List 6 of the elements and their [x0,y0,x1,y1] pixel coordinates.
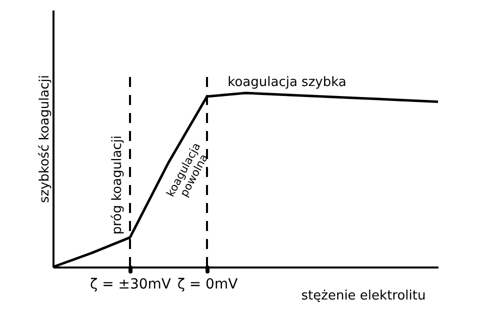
annotation: próg koagulacji [110,135,125,235]
y-axis-title: szybkość koagulacji [38,74,52,204]
x-axis-title: stężenie elektrolitu [301,288,426,304]
text: koagulacja szybka [228,75,346,90]
x-tick-label: ζ = 0mV [177,276,238,292]
x-tick-label: ζ = ±30mV [90,276,172,292]
